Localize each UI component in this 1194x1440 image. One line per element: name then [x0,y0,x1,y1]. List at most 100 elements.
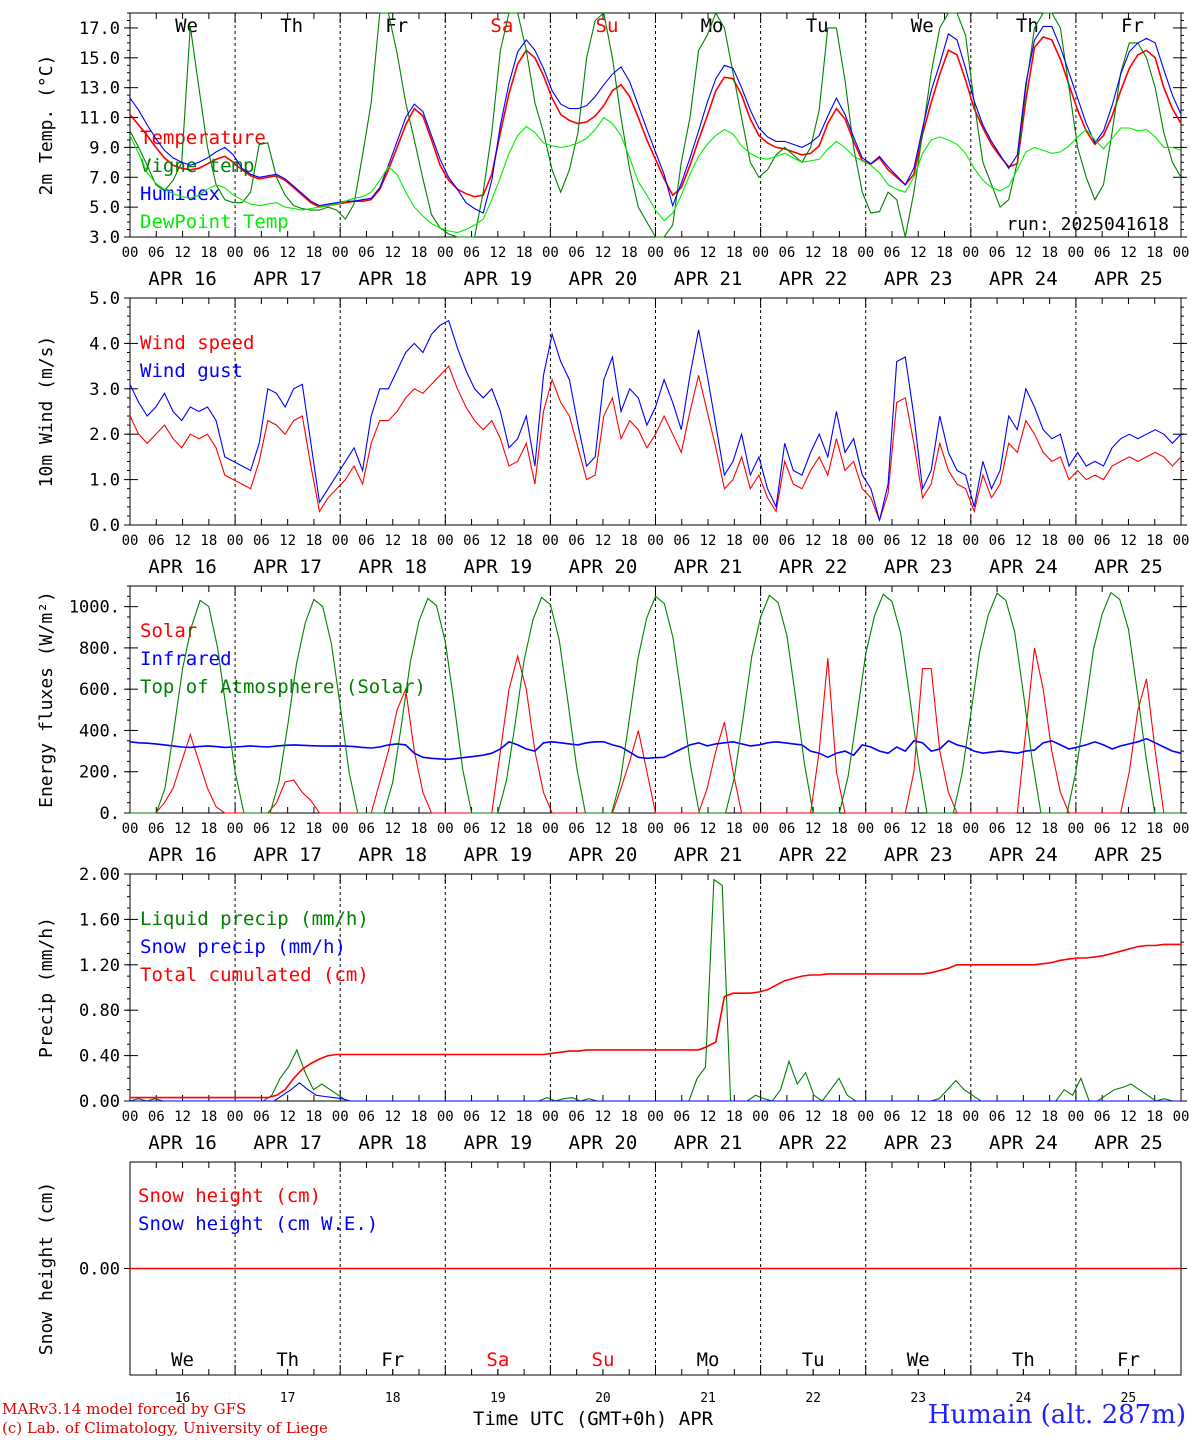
x-hour-label: 06 [568,245,585,261]
x-hour-label: 00 [752,533,769,549]
x-hour-label: 00 [1173,245,1190,261]
x-hour-label: 06 [989,533,1006,549]
x-hour-label: 12 [174,821,191,837]
legend-entry: Liquid precip (mm/h) [140,908,369,930]
day-label: Tu [806,15,829,37]
y-tick-label: 0.0 [89,516,120,536]
x-hour-label: 06 [989,1109,1006,1125]
x-hour-label: 06 [148,533,165,549]
x-hour-label: 12 [384,821,401,837]
x-date-label: APR 16 [148,556,217,578]
x-date-label: APR 25 [1094,844,1163,866]
day-label: Th [280,15,303,37]
run-annotation: run: 2025041618 [1006,214,1169,235]
x-date-label: APR 20 [569,268,638,290]
x-hour-label: 12 [1015,821,1032,837]
x-date-label: APR 16 [148,1132,217,1154]
x-hour-label: 00 [332,1109,349,1125]
x-hour-label: 12 [805,1109,822,1125]
y-axis-label: 10m Wind (m/s) [36,336,57,488]
x-hour-label: 06 [568,1109,585,1125]
legend-entry: Solar [140,620,197,642]
x-hour-label: 18 [411,821,428,837]
day-number-label: 23 [910,1391,926,1406]
x-hour-label: 18 [621,821,638,837]
x-hour-label: 06 [989,821,1006,837]
y-tick-label: 800. [79,639,120,659]
x-hour-label: 18 [1041,533,1058,549]
x-hour-label: 12 [489,1109,506,1125]
x-date-label: APR 24 [989,556,1058,578]
x-date-label: APR 23 [884,1132,953,1154]
panel-frame [129,12,1182,238]
y-tick-label: 1.20 [79,956,120,976]
x-date-label: APR 24 [989,1132,1058,1154]
x-hour-label: 00 [1173,533,1190,549]
legend-entry: Wind speed [140,332,254,354]
series-line-1 [130,1082,1181,1102]
x-hour-label: 06 [568,533,585,549]
x-hour-label: 06 [673,1109,690,1125]
x-date-label: APR 20 [569,1132,638,1154]
x-hour-label: 00 [857,533,874,549]
x-hour-label: 18 [726,821,743,837]
x-date-label: APR 17 [253,268,322,290]
series-line-2 [130,591,1181,814]
x-hour-label: 18 [936,245,953,261]
legend-entry: Vigne temp [140,155,254,177]
day-label: We [171,1349,194,1371]
x-hour-label: 18 [621,1109,638,1125]
y-tick-label: 0.00 [79,1092,120,1112]
x-hour-label: 18 [621,533,638,549]
x-hour-label: 12 [700,245,717,261]
y-tick-label: 5.0 [89,289,120,309]
day-number-label: 18 [385,1391,401,1406]
x-hour-label: 12 [595,1109,612,1125]
x-hour-label: 12 [1120,821,1137,837]
x-hour-label: 12 [1015,245,1032,261]
x-hour-label: 06 [253,533,270,549]
y-tick-label: 0.80 [79,1001,120,1021]
x-hour-label: 12 [1120,533,1137,549]
y-tick-label: 600. [79,680,120,700]
x-hour-label: 12 [910,1109,927,1125]
x-hour-label: 18 [936,821,953,837]
y-axis-label: 2m Temp. (°C) [36,55,57,196]
y-tick-label: 17.0 [79,19,120,39]
x-hour-label: 18 [200,1109,217,1125]
x-hour-label: 00 [437,245,454,261]
series-line-2 [130,943,1181,1099]
y-tick-label: 4.0 [89,334,120,354]
x-hour-label: 18 [305,533,322,549]
x-hour-label: 18 [305,1109,322,1125]
x-hour-label: 12 [489,533,506,549]
y-tick-label: 7.0 [89,168,120,188]
x-hour-label: 00 [1067,533,1084,549]
x-hour-label: 00 [332,821,349,837]
y-tick-label: 0.40 [79,1047,120,1067]
x-hour-label: 06 [568,821,585,837]
day-label: Fr [1121,15,1144,37]
x-hour-label: 18 [411,533,428,549]
x-date-label: APR 21 [674,268,743,290]
x-hour-label: 00 [1173,1109,1190,1125]
x-hour-label: 12 [910,245,927,261]
x-hour-label: 00 [122,821,139,837]
x-hour-label: 00 [437,533,454,549]
x-hour-label: 12 [700,1109,717,1125]
x-hour-label: 06 [673,533,690,549]
day-label: Mo [701,15,724,37]
day-number-label: 19 [490,1391,506,1406]
x-hour-label: 00 [1067,245,1084,261]
series-line-0 [129,365,1182,523]
x-hour-label: 06 [358,1109,375,1125]
x-hour-label: 00 [962,1109,979,1125]
x-hour-label: 00 [122,1109,139,1125]
x-date-label: APR 16 [148,268,217,290]
x-hour-label: 00 [227,245,244,261]
y-tick-label: 200. [79,763,120,783]
x-date-label: APR 22 [779,556,848,578]
x-date-label: APR 23 [884,844,953,866]
x-hour-label: 18 [305,821,322,837]
y-tick-label: 15.0 [79,49,120,69]
